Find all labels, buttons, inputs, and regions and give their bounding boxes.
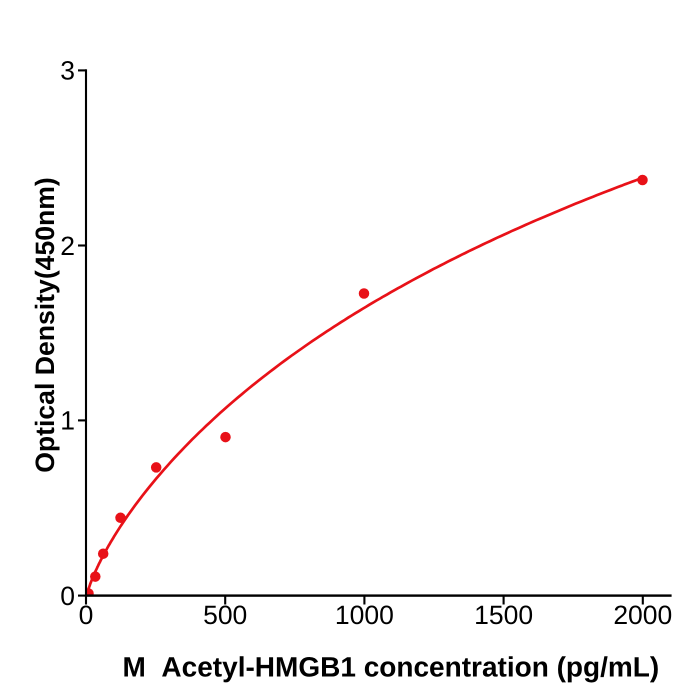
svg-text:1500: 1500 [474,600,533,630]
svg-text:1: 1 [60,406,75,436]
svg-text:M Acetyl-HMGB1 concentration: M Acetyl-HMGB1 concentration (pg/mL) [123,652,660,683]
svg-text:3: 3 [60,56,75,86]
svg-text:Optical Density(450nm): Optical Density(450nm) [30,177,60,473]
svg-text:0: 0 [79,600,94,630]
svg-text:2: 2 [60,231,75,261]
svg-text:500: 500 [203,600,247,630]
svg-text:0: 0 [60,581,75,611]
svg-text:2000: 2000 [613,600,672,630]
svg-text:1000: 1000 [335,600,394,630]
